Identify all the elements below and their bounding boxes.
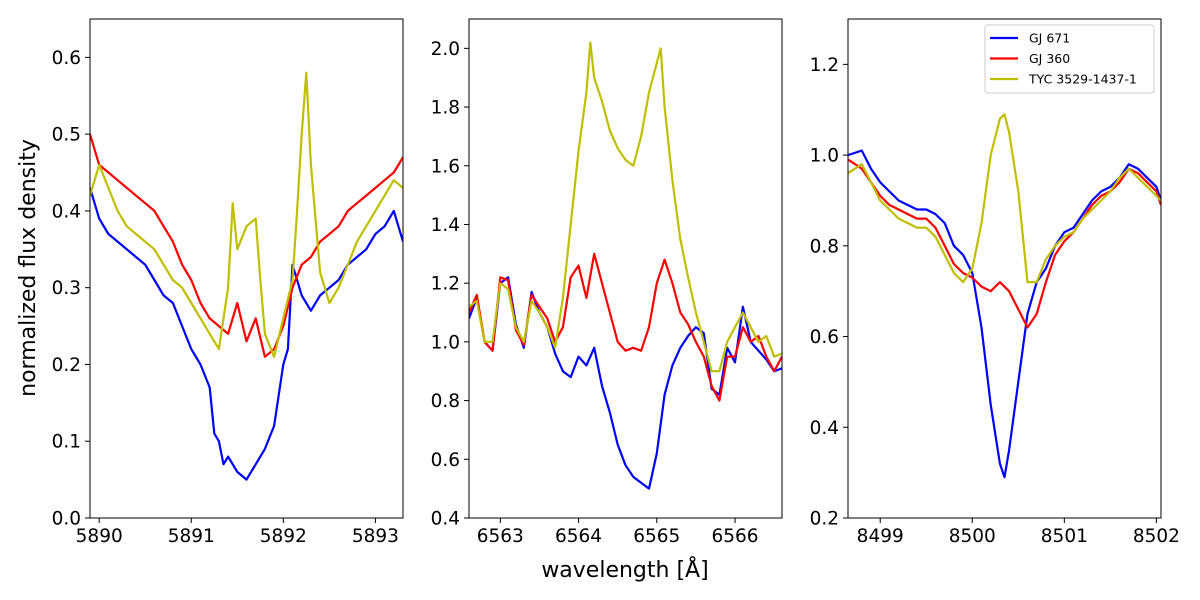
y-tick-label: 1.8 xyxy=(431,98,460,119)
x-tick-label: 5892 xyxy=(260,526,307,547)
x-tick-label: 5891 xyxy=(168,526,215,547)
legend-box xyxy=(984,24,1155,94)
y-tick-label: 0.4 xyxy=(810,418,839,439)
x-tick-label: 5890 xyxy=(76,526,123,547)
y-axis-label: normalized flux density xyxy=(16,139,41,397)
series-line-tyc-3529-1437-1 xyxy=(469,41,782,373)
y-tick-label: 1.0 xyxy=(810,146,839,167)
axes-frame xyxy=(89,18,404,519)
y-tick-label: 0.6 xyxy=(810,327,839,348)
series-line-gj-360 xyxy=(469,252,782,402)
panel-3: 8499 8500 8501 8502 0.2 0.4 0.6 0.8 1.0 1.2 xyxy=(810,18,1180,547)
y-tick-label: 2.0 xyxy=(431,39,460,60)
y-tick-label: 0.5 xyxy=(52,125,81,146)
series-line-gj-671 xyxy=(469,276,782,490)
legend-entry: GJ 671 xyxy=(1029,31,1070,46)
y-tick-label: 0.8 xyxy=(810,236,839,257)
y-tick-label: 1.6 xyxy=(431,156,460,177)
panel-2: 6563 6564 6565 6566 0.4 0.6 0.8 1.0 1.2 1.4 1.6 1.8… xyxy=(431,18,783,547)
series-line-gj-671 xyxy=(848,149,1161,479)
x-tick-label: 8501 xyxy=(1041,526,1088,547)
legend: GJ 671 GJ 360 TYC 3529-1437-1 xyxy=(984,24,1155,94)
y-tick-label: 0.2 xyxy=(52,355,81,376)
x-tick-label: 8500 xyxy=(949,526,996,547)
series-line-gj-671 xyxy=(90,187,403,481)
y-tick-label: 0.1 xyxy=(52,432,81,453)
x-tick-label: 5893 xyxy=(352,526,399,547)
y-tick-label: 1.2 xyxy=(431,274,460,295)
y-tick-label: 0.4 xyxy=(431,509,460,530)
x-tick-label: 8502 xyxy=(1133,526,1180,547)
legend-entry: TYC 3529-1437-1 xyxy=(1028,72,1137,87)
y-tick-label: 0.6 xyxy=(431,450,460,471)
panel-1: 5890 5891 5892 5893 0.0 0.1 0.2 0.3 0.4 0.5 0.6 xyxy=(52,18,404,547)
series-line-tyc-3529-1437-1 xyxy=(848,113,1161,284)
x-tick-label: 6566 xyxy=(712,526,759,547)
x-tick-label: 6564 xyxy=(555,526,602,547)
y-tick-label: 1.0 xyxy=(431,332,460,353)
y-tick-label: 0.2 xyxy=(810,509,839,530)
y-tick-label: 0.3 xyxy=(52,278,81,299)
y-tick-label: 0.8 xyxy=(431,391,460,412)
x-tick-label: 6563 xyxy=(477,526,524,547)
x-tick-label: 6565 xyxy=(633,526,680,547)
series-line-tyc-3529-1437-1 xyxy=(90,71,403,358)
series-line-gj-360 xyxy=(90,133,403,358)
y-tick-label: 0.6 xyxy=(52,48,81,69)
x-tick-label: 8499 xyxy=(857,526,904,547)
y-tick-label: 1.2 xyxy=(810,55,839,76)
axes-frame xyxy=(847,18,1162,519)
y-tick-label: 0.4 xyxy=(52,201,81,222)
y-tick-label: 1.4 xyxy=(431,215,460,236)
axes-frame xyxy=(468,18,783,519)
y-tick-label: 0.0 xyxy=(52,509,81,530)
legend-entry: GJ 360 xyxy=(1029,51,1070,66)
x-axis-label: wavelength [Å] xyxy=(541,556,708,583)
